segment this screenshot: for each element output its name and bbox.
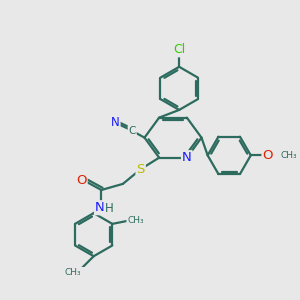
Text: CH₃: CH₃ [64,268,81,277]
Text: CH₃: CH₃ [281,151,298,160]
Text: O: O [262,149,273,162]
Text: Cl: Cl [173,44,185,56]
Text: C: C [128,126,136,136]
Text: N: N [95,201,105,214]
Text: N: N [182,151,192,164]
Text: O: O [76,174,87,187]
Text: S: S [136,163,145,176]
Text: H: H [105,202,113,215]
Text: CH₃: CH₃ [127,216,144,225]
Text: N: N [111,116,120,129]
